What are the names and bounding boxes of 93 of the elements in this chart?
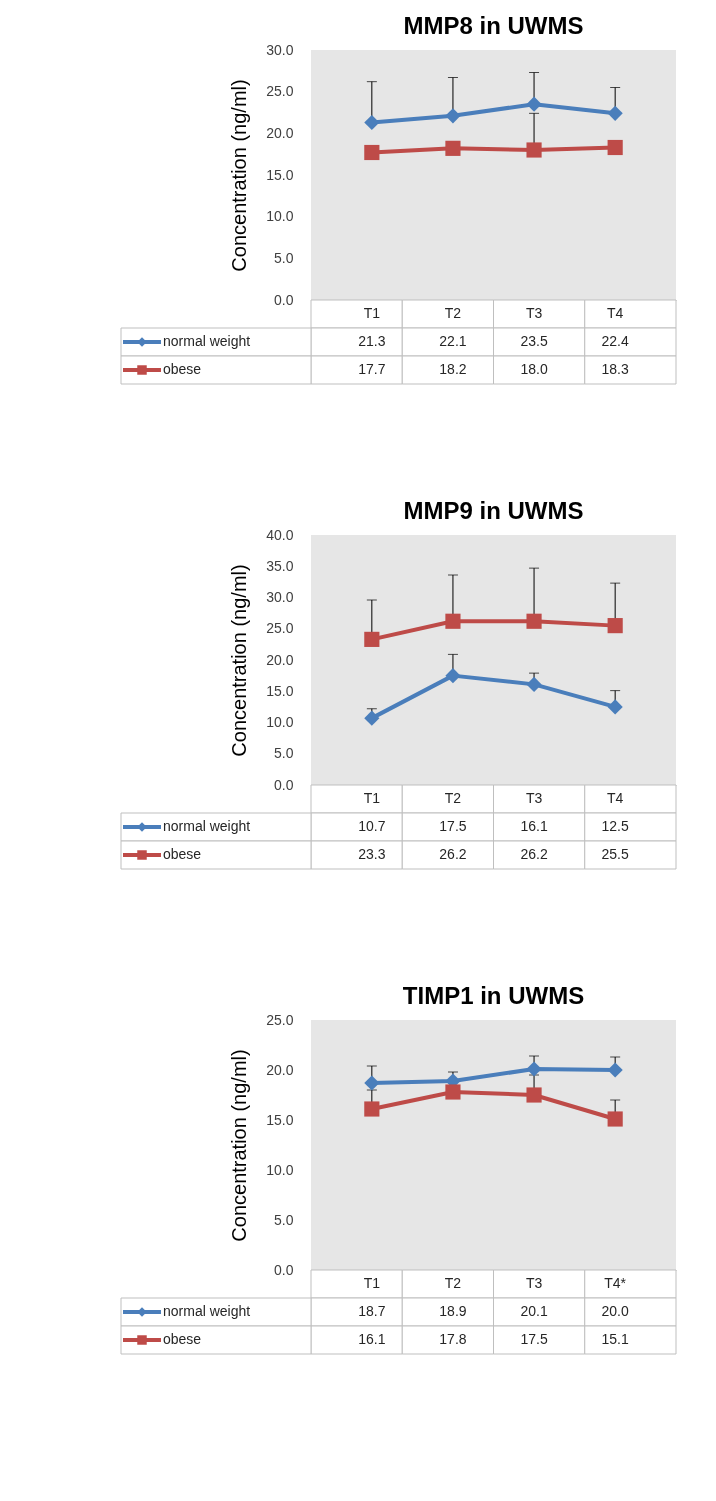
data-label: 17.8 <box>439 1331 467 1347</box>
y-tick-label: 5.0 <box>274 249 294 266</box>
point <box>364 144 380 161</box>
point <box>607 699 623 715</box>
y-tick-label: 15.0 <box>266 166 294 183</box>
y-tick-label: 35.0 <box>266 557 294 574</box>
legend-label: normal weight <box>163 1303 251 1319</box>
data-label: 18.7 <box>358 1303 386 1319</box>
y-tick-label: 30.0 <box>266 41 294 58</box>
y-tick-label: 20.0 <box>266 651 294 668</box>
point <box>445 1084 461 1100</box>
data-label: 21.3 <box>358 333 386 349</box>
x-tick-label: T1 <box>363 1275 381 1291</box>
y-tick-label: 20.0 <box>266 1061 294 1078</box>
data-label: 17.5 <box>520 1331 548 1347</box>
y-axis-title: Concentration (ng/ml) <box>228 564 251 757</box>
x-tick-label: T3 <box>525 790 543 806</box>
data-label: 20.0 <box>601 1303 629 1319</box>
point <box>526 142 542 158</box>
legend-label: obese <box>163 1331 202 1347</box>
point <box>445 613 461 629</box>
data-label: 22.1 <box>439 333 467 349</box>
point <box>364 1101 380 1117</box>
y-tick-label: 25.0 <box>266 620 294 637</box>
data-label: 17.5 <box>439 818 467 834</box>
point <box>526 96 542 112</box>
x-tick-label: T2 <box>444 1275 462 1291</box>
data-label: 22.4 <box>601 333 629 349</box>
x-tick-label: T1 <box>363 790 381 806</box>
point <box>445 108 461 124</box>
y-tick-label: 5.0 <box>274 1211 294 1228</box>
chart-title: MMP8 in UWMS <box>403 12 584 39</box>
point <box>526 1087 542 1103</box>
x-tick-label: T4* <box>604 1275 627 1291</box>
y-tick-label: 25.0 <box>266 83 294 100</box>
legend-label: normal weight <box>163 818 251 834</box>
y-tick-label: 40.0 <box>266 526 294 543</box>
y-tick-label: 20.0 <box>266 124 294 141</box>
point <box>607 139 623 156</box>
data-label: 16.1 <box>520 818 548 834</box>
data-label: 25.5 <box>601 846 629 862</box>
y-tick-label: 10.0 <box>266 714 294 730</box>
point <box>607 105 623 121</box>
point <box>364 631 380 647</box>
legend-label: obese <box>163 361 202 377</box>
point <box>364 710 380 726</box>
point <box>445 668 461 684</box>
point <box>607 618 623 634</box>
data-label: 17.7 <box>358 361 386 377</box>
y-axis-title: Concentration (ng/ml) <box>228 79 251 272</box>
point <box>445 140 461 156</box>
point <box>364 1075 380 1091</box>
data-label: 12.5 <box>601 818 629 834</box>
data-label: 15.1 <box>601 1331 629 1347</box>
data-label: 26.2 <box>439 846 467 862</box>
x-tick-label: T1 <box>363 305 381 321</box>
y-tick-label: 10.0 <box>266 208 294 225</box>
point <box>364 114 380 131</box>
y-axis-title: Concentration (ng/ml) <box>228 1049 251 1242</box>
y-tick-label: 15.0 <box>266 682 294 699</box>
y-tick-label: 0.0 <box>274 291 294 308</box>
data-label: 16.1 <box>358 1331 386 1347</box>
point <box>526 676 542 692</box>
point <box>607 1062 623 1078</box>
data-label: 20.1 <box>520 1303 548 1319</box>
y-tick-label: 10.0 <box>266 1161 294 1178</box>
x-tick-label: T2 <box>444 305 462 321</box>
data-label: 23.3 <box>358 846 386 862</box>
y-tick-label: 30.0 <box>266 589 294 605</box>
y-tick-label: 0.0 <box>274 776 294 793</box>
x-tick-label: T4 <box>606 790 624 806</box>
chart-title: MMP9 in UWMS <box>403 497 584 524</box>
data-label: 18.0 <box>520 361 548 377</box>
point <box>526 613 542 629</box>
x-tick-label: T3 <box>525 305 543 321</box>
x-tick-label: T4 <box>606 305 624 321</box>
y-tick-label: 25.0 <box>266 1011 294 1028</box>
data-label: 18.9 <box>439 1303 467 1319</box>
data-label: 18.3 <box>601 361 629 377</box>
data-label: 26.2 <box>520 846 548 862</box>
data-label: 23.5 <box>520 333 548 349</box>
y-tick-label: 0.0 <box>274 1261 294 1278</box>
x-tick-label: T2 <box>444 790 462 806</box>
y-tick-label: 5.0 <box>274 745 294 762</box>
legend-label: normal weight <box>163 333 251 349</box>
chart-title: TIMP1 in UWMS <box>402 982 585 1009</box>
point <box>526 1061 542 1077</box>
data-label: 18.2 <box>439 361 467 377</box>
x-tick-label: T3 <box>525 1275 543 1291</box>
data-label: 10.7 <box>358 818 386 834</box>
point <box>607 1111 623 1127</box>
legend-label: obese <box>163 846 202 862</box>
y-tick-label: 15.0 <box>266 1111 294 1128</box>
